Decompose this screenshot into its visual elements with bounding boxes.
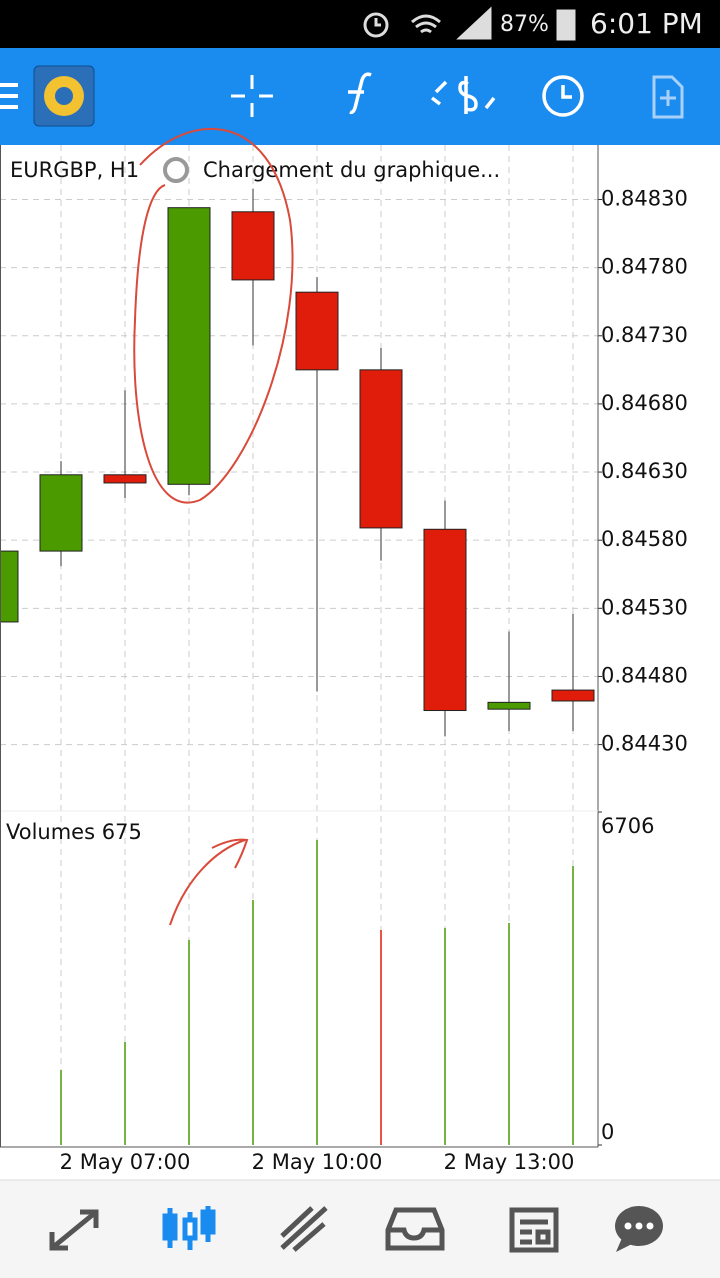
candle-body: [39, 474, 83, 552]
toolbar: [0, 48, 720, 145]
volume-title: Volumes 675: [6, 820, 142, 844]
candle-body: [0, 550, 19, 623]
nav-bar: [0, 1180, 720, 1278]
volume-tick-label: 6706: [601, 814, 654, 838]
battery: 87%: [500, 12, 549, 37]
y-tick-label: 0.84730: [601, 323, 688, 347]
template-button[interactable]: [652, 75, 684, 119]
y-tick-label: 0.84680: [601, 391, 688, 415]
loading-spinner: [163, 157, 189, 183]
chart-title: EURGBP, H1: [10, 158, 139, 182]
status-icons: [363, 6, 576, 41]
x-tick-label: 2 May 07:00: [60, 1150, 191, 1174]
x-tick-label: 2 May 10:00: [252, 1150, 383, 1174]
y-tick-label: 0.84530: [601, 595, 688, 619]
candle-body: [231, 211, 275, 281]
annotation-arrow: [169, 838, 249, 926]
crosshair-button[interactable]: [231, 75, 273, 117]
trade-button[interactable]: [430, 76, 496, 114]
y-tick-label: 0.84830: [601, 187, 688, 211]
nav-news[interactable]: [509, 1207, 559, 1253]
y-tick-label: 0.84630: [601, 459, 688, 483]
nav-chart[interactable]: [162, 1206, 216, 1250]
y-tick-label: 0.84580: [601, 527, 688, 551]
chart: 0.84830 0.84780 0.84730 0.84680 0.84630 0.845…: [0, 145, 688, 1174]
loading-status: Chargement du graphique...: [203, 158, 500, 182]
nav-history[interactable]: [385, 1207, 445, 1251]
candle-body: [359, 369, 403, 529]
candle-body: [295, 291, 339, 371]
annotation-circle: [133, 127, 294, 504]
y-tick-label: 0.84480: [601, 663, 688, 687]
x-tick-label: 2 May 13:00: [444, 1150, 575, 1174]
candle-body: [103, 474, 147, 484]
nav-chat[interactable]: [615, 1206, 663, 1252]
menu-button[interactable]: [0, 83, 18, 109]
indicators-button[interactable]: [348, 72, 372, 115]
nav-trade[interactable]: [280, 1206, 328, 1252]
status-bar: [0, 0, 720, 48]
volume-tick-label: 0: [601, 1120, 614, 1144]
nav-icons: [49, 1206, 663, 1253]
app-logo[interactable]: [33, 65, 95, 127]
clock: 6:01 PM: [590, 7, 703, 40]
candle-body: [551, 689, 595, 702]
candle-body: [487, 701, 531, 710]
y-tick-label: 0.84780: [601, 255, 688, 279]
period-button[interactable]: [542, 75, 584, 117]
candle-body: [167, 207, 211, 485]
candle-body: [423, 528, 467, 712]
nav-quotes[interactable]: [49, 1209, 99, 1251]
y-tick-label: 0.84430: [601, 732, 688, 756]
